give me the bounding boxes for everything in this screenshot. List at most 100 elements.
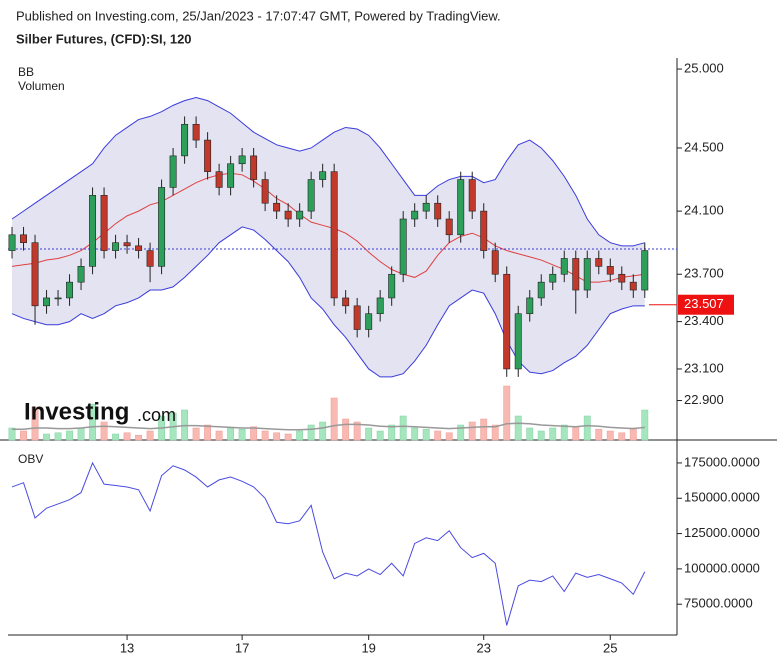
volume-bar: [20, 430, 27, 441]
y-tick-label: 23.400: [684, 313, 724, 328]
volume-bar: [273, 432, 281, 441]
volume-bar: [641, 409, 649, 441]
candle-body: [445, 218, 453, 236]
candle-body: [399, 218, 407, 275]
candle-body: [43, 297, 51, 307]
candle-body: [353, 305, 361, 330]
candle-body: [135, 245, 143, 251]
candle-body: [238, 155, 246, 165]
volume-bar: [307, 424, 315, 441]
candle-body: [158, 187, 166, 267]
candle-body: [261, 179, 269, 204]
x-tick-label: 19: [361, 640, 375, 655]
volume-bar: [445, 432, 453, 441]
candle-body: [560, 258, 568, 275]
indicator-label: Volumen: [18, 79, 65, 93]
volume-bar: [284, 433, 292, 441]
candle-body: [204, 139, 212, 172]
volume-bar: [480, 418, 488, 441]
volume-bar: [353, 421, 361, 441]
volume-bar: [250, 426, 258, 441]
candle-body: [123, 242, 131, 247]
volume-bar: [261, 430, 269, 441]
logo: Investing .com: [24, 398, 176, 425]
volume-bar: [434, 430, 442, 441]
published: Published on Investing.com, 25/Jan/2023 …: [16, 8, 501, 23]
bb-line: [11, 96, 645, 247]
candle-body: [468, 179, 476, 212]
candle-body: [342, 297, 350, 307]
candle-body: [273, 202, 281, 212]
volume-bar: [112, 433, 119, 441]
volume-bar: [503, 385, 511, 441]
volume-ma: [12, 422, 645, 431]
candle-body: [20, 234, 27, 243]
candle-body: [181, 123, 189, 157]
candle-body: [307, 179, 315, 212]
volume-bar: [399, 415, 407, 441]
candle-body: [503, 273, 511, 370]
candle-body: [376, 297, 384, 315]
logo-suffix: .com: [137, 405, 176, 425]
volume-bar: [560, 424, 568, 441]
candle-body: [31, 242, 39, 307]
candle-body: [227, 163, 235, 188]
candle-body: [572, 258, 580, 291]
candle-body: [54, 297, 62, 300]
volume-bar: [606, 430, 614, 441]
candle-body: [480, 210, 488, 251]
volume-bar: [192, 427, 200, 441]
volume-bar: [618, 432, 626, 441]
volume-bar: [100, 421, 108, 441]
candle-body: [514, 313, 522, 370]
candle-body: [284, 210, 292, 220]
candle-body: [388, 273, 396, 299]
volume-bar: [583, 415, 591, 441]
candle-body: [411, 210, 419, 220]
candle-body: [296, 210, 304, 220]
volume-bar: [342, 418, 350, 441]
logo-main: Investing: [24, 398, 129, 425]
volume-bar: [491, 424, 499, 441]
volume-bar: [89, 403, 96, 441]
candle-body: [537, 281, 545, 299]
volume-bar: [537, 430, 545, 441]
volume-bar: [204, 424, 212, 441]
volume-bar: [31, 406, 39, 441]
volume-bar: [296, 430, 304, 441]
volume-bar: [572, 426, 580, 441]
volume-bar: [422, 428, 430, 441]
volume-bar: [54, 432, 62, 441]
candle-body: [526, 297, 534, 315]
indicator-label: OBV: [18, 452, 43, 466]
volume-bar: [319, 421, 327, 441]
volume-bar: [411, 427, 419, 441]
y-tick-label: 100000.0000: [684, 560, 760, 575]
x-tick-label: 13: [120, 640, 134, 655]
x-tick-label: 25: [603, 640, 617, 655]
candle-body: [595, 258, 603, 267]
candle-body: [457, 179, 465, 236]
volume-bar: [215, 430, 223, 441]
candle-body: [100, 195, 108, 251]
candle-body: [77, 266, 85, 283]
marker-box: [678, 294, 734, 315]
candle-body: [549, 273, 557, 283]
candle-body: [319, 171, 327, 180]
volume-bar: [43, 433, 50, 441]
candle-body: [89, 195, 97, 267]
candle-body: [422, 202, 430, 212]
candle-body: [112, 242, 120, 251]
y-tick-label: 23.100: [684, 360, 724, 375]
volume-bar: [376, 430, 384, 441]
volume-bar: [135, 434, 142, 441]
y-tick-label: 23.700: [684, 266, 724, 281]
marker-label: 23.507: [684, 296, 724, 311]
volume-bar: [8, 427, 16, 441]
volume-bar: [468, 421, 476, 441]
chart-title: Silber Futures, (CFD):SI, 120: [16, 31, 192, 46]
volume-bar: [514, 415, 522, 441]
volume-bar: [77, 427, 85, 441]
